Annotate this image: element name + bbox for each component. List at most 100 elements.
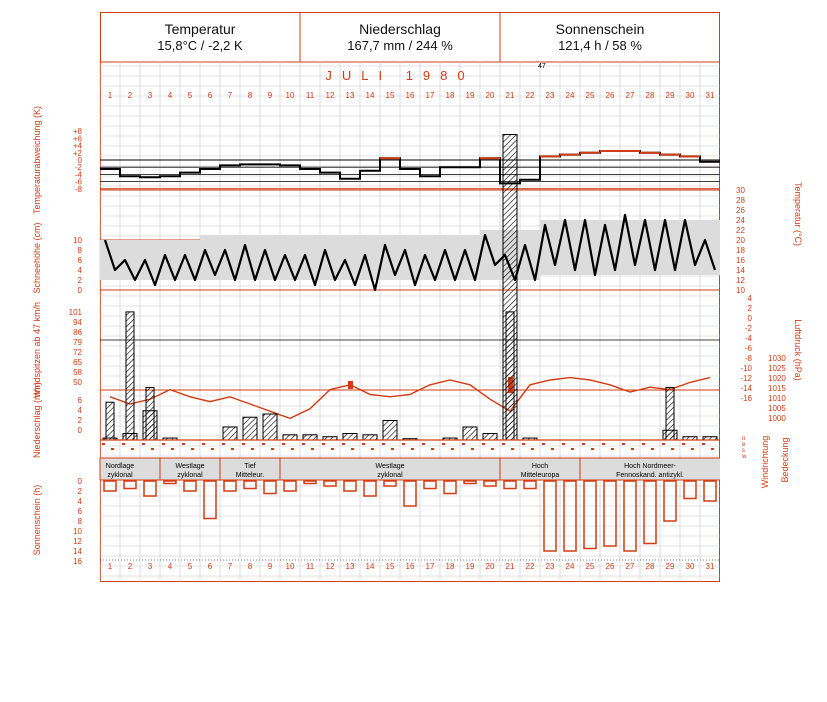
- temperature-normal-band: [160, 240, 180, 280]
- precipitation-title: Niederschlag: [359, 21, 441, 37]
- day-label-bottom: 29: [666, 562, 675, 571]
- wind-direction-mark: [182, 443, 185, 445]
- cloud-cover-mark: [231, 448, 234, 450]
- wind-direction-tick: w: [741, 454, 747, 460]
- sunshine-bar: [583, 480, 597, 550]
- temperature-tick-right: 22: [736, 226, 745, 235]
- snow-tick-left: 6: [78, 256, 83, 265]
- day-label-top: 8: [248, 91, 253, 100]
- cloud-cover-mark: [471, 448, 474, 450]
- temperature-normal-band: [260, 235, 280, 280]
- wind-direction-mark: [682, 443, 685, 445]
- temperature-normal-band: [300, 235, 320, 280]
- temperature-tick-right: 10: [736, 286, 745, 295]
- anomaly-tick: 0: [78, 156, 83, 165]
- sunshine-bar: [383, 480, 397, 487]
- temperature-axis-title: Temperatur (°C): [793, 182, 803, 246]
- wind-direction-tick: e: [742, 442, 746, 448]
- day-label-top: 5: [188, 91, 193, 100]
- wind-direction-mark: [162, 443, 165, 445]
- wind-direction-tick: n: [742, 436, 745, 442]
- wind-direction-mark: [622, 443, 625, 445]
- day-label-bottom: 10: [286, 562, 295, 571]
- wind-direction-mark: [242, 443, 245, 445]
- sunshine-tick: 6: [78, 507, 83, 516]
- wind-direction-mark: [202, 443, 205, 445]
- sunshine-bar: [123, 480, 137, 490]
- day-label-top: 17: [426, 91, 435, 100]
- wind-direction-mark: [522, 443, 525, 445]
- pressure-tick: 1000: [768, 414, 786, 423]
- day-label-bottom: 14: [366, 562, 375, 571]
- sunshine-bar: [643, 480, 657, 545]
- cloud-cover-mark: [211, 448, 214, 450]
- precip-tick: 0: [78, 426, 83, 435]
- day-label-bottom: 11: [306, 562, 315, 571]
- wind-tick: 86: [73, 328, 82, 337]
- day-label-bottom: 23: [546, 562, 555, 571]
- sunshine-bar: [603, 480, 617, 547]
- day-label-bottom: 15: [386, 562, 395, 571]
- temperature-summary: Temperatur 15,8°C / -2,2 K: [100, 12, 300, 62]
- cloud-cover-mark: [691, 448, 694, 450]
- pressure-offset-tick: -8: [745, 354, 753, 363]
- temperature-normal-band: [140, 240, 160, 280]
- temperature-title: Temperatur: [164, 21, 236, 37]
- day-label-bottom: 3: [148, 562, 153, 571]
- temperature-normal-band: [220, 235, 240, 280]
- anomaly-tick: +4: [73, 142, 83, 151]
- weather-type-line2: zyklonal: [177, 472, 203, 479]
- sunshine-tick: 12: [73, 537, 82, 546]
- sunshine-tick: 10: [73, 527, 82, 536]
- precip-bar: [342, 433, 358, 441]
- cloud-cover-mark: [591, 448, 594, 450]
- wind-direction-mark: [702, 443, 705, 445]
- weather-type-line1: Nordlage: [106, 463, 135, 470]
- precip-bar: [482, 433, 498, 441]
- cloud-cover-mark: [491, 448, 494, 450]
- anomaly-tick: -2: [75, 163, 83, 172]
- anomaly-tick: +2: [73, 149, 83, 158]
- wind-direction-mark: [222, 443, 225, 445]
- day-label-top: 3: [148, 91, 153, 100]
- pressure-offset-tick: 0: [748, 314, 753, 323]
- day-label-top: 19: [466, 91, 475, 100]
- cloud-cover-mark: [171, 448, 174, 450]
- day21-extreme-label: 47: [538, 63, 546, 70]
- temperature-normal-band: [100, 240, 120, 280]
- temperature-tick-right: 14: [736, 266, 745, 275]
- pressure-offset-tick: -4: [745, 334, 753, 343]
- wind-direction-mark: [362, 443, 365, 445]
- temperature-tick-right: 24: [736, 216, 745, 225]
- day-label-bottom: 13: [346, 562, 355, 571]
- sunshine-bar: [503, 480, 517, 490]
- temperature-normal-band: [700, 220, 720, 275]
- anomaly-positive-steps: [380, 150, 700, 160]
- sunshine-bar: [563, 480, 577, 552]
- sunshine-bar: [663, 480, 677, 522]
- precip-bar: [282, 434, 298, 441]
- precip-bar: [222, 426, 238, 441]
- temperature-normal-band: [200, 235, 220, 280]
- pressure-line: [109, 376, 711, 420]
- temperature-tick-right: 26: [736, 206, 745, 215]
- pressure-offset-tick: -10: [740, 364, 752, 373]
- sunshine-value: 121,4 h / 58 %: [558, 38, 642, 53]
- sunshine-bar: [623, 480, 637, 552]
- wind-axis-title: Windspitzen ab 47 km/h: [32, 302, 42, 398]
- weather-type-line2: zyklonal: [107, 472, 133, 479]
- precip-bar: [362, 434, 378, 441]
- day-label-bottom: 25: [586, 562, 595, 571]
- precip-bar: [122, 433, 138, 441]
- wind-tick: 101: [69, 308, 83, 317]
- anomaly-tick: -6: [75, 178, 83, 187]
- anomaly-tick: +8: [73, 127, 83, 136]
- sunshine-bar: [483, 480, 497, 487]
- cloud-cover-mark: [331, 448, 334, 450]
- wind-direction-mark: [502, 443, 505, 445]
- sunshine-bar: [343, 480, 357, 492]
- sunshine-tick: 0: [78, 477, 83, 486]
- weather-type-line1: Westlage: [175, 463, 204, 470]
- cloud-cover-mark: [311, 448, 314, 450]
